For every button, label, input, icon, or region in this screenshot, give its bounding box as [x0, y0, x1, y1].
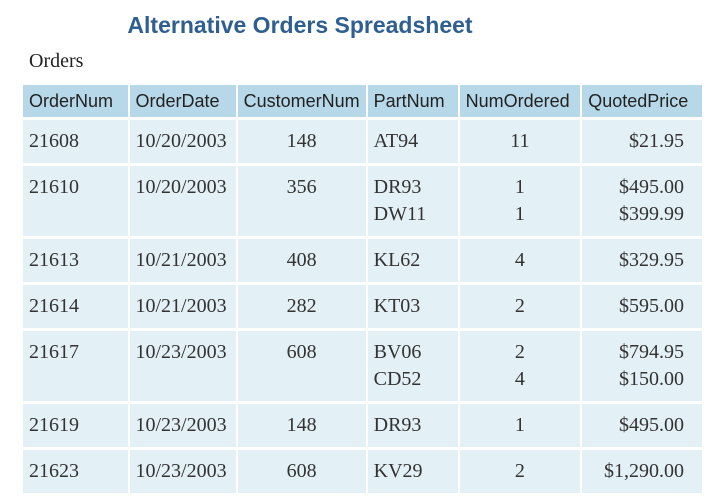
num-ordered-cell: 11	[459, 120, 581, 163]
quoted-price: $399.99	[619, 203, 684, 225]
num-ordered: 2	[514, 341, 525, 363]
num-ordered-cell: 2	[459, 450, 581, 493]
quoted-price-cell: $495.00	[582, 404, 702, 447]
num-ordered: 4	[514, 249, 525, 271]
order-num-cell: 21623	[23, 450, 128, 493]
customer-num-cell: 282	[237, 285, 366, 328]
quoted-price: $150.00	[619, 368, 684, 390]
num-ordered-cell: 2 4	[459, 331, 581, 401]
num-ordered-cell: 4	[459, 239, 581, 282]
part-num-cell: DR93	[367, 404, 458, 447]
quoted-price: $495.00	[619, 176, 684, 198]
quoted-price-cell: $595.00	[582, 285, 702, 328]
order-date-cell: 10/20/2003	[129, 120, 236, 163]
column-header-partnum: PartNum	[367, 85, 458, 117]
num-ordered: 1	[514, 203, 525, 225]
customer-num-cell: 148	[237, 120, 366, 163]
num-ordered-cell: 1 1	[459, 166, 581, 236]
column-header-numordered: NumOrdered	[459, 85, 581, 117]
quoted-price: $1,290.00	[604, 460, 684, 482]
num-ordered-cell: 1	[459, 404, 581, 447]
part-num: AT94	[373, 130, 419, 152]
num-ordered-cell: 2	[459, 285, 581, 328]
order-num-cell: 21608	[23, 120, 128, 163]
order-num-cell: 21619	[23, 404, 128, 447]
table-row: 21617 10/23/2003 608 BV06 CD52 2 4 $794.…	[23, 331, 702, 401]
part-num: KT03	[373, 295, 421, 317]
part-num: CD52	[373, 368, 422, 390]
customer-num-cell: 608	[237, 450, 366, 493]
table-header-row: OrderNum OrderDate CustomerNum PartNum N…	[23, 85, 702, 117]
part-num: KL62	[373, 249, 421, 271]
num-ordered: 4	[514, 368, 525, 390]
quoted-price: $21.95	[629, 130, 684, 152]
quoted-price: $329.95	[619, 249, 684, 271]
column-header-orderdate: OrderDate	[129, 85, 236, 117]
part-num-cell: AT94	[367, 120, 458, 163]
num-ordered: 1	[514, 414, 525, 436]
quoted-price-cell: $329.95	[582, 239, 702, 282]
page-title: Alternative Orders Spreadsheet	[127, 12, 473, 38]
orders-table: OrderNum OrderDate CustomerNum PartNum N…	[21, 82, 704, 496]
order-date-cell: 10/23/2003	[129, 331, 236, 401]
part-num-cell: DR93 DW11	[367, 166, 458, 236]
table-row: 21608 10/20/2003 148 AT94 11 $21.95	[23, 120, 702, 163]
quoted-price-cell: $794.95 $150.00	[582, 331, 702, 401]
order-num-cell: 21613	[23, 239, 128, 282]
customer-num-cell: 408	[237, 239, 366, 282]
customer-num-cell: 608	[237, 331, 366, 401]
order-date-cell: 10/21/2003	[129, 239, 236, 282]
column-header-customernum: CustomerNum	[237, 85, 366, 117]
part-num: BV06	[373, 341, 422, 363]
table-row: 21619 10/23/2003 148 DR93 1 $495.00	[23, 404, 702, 447]
table-row: 21610 10/20/2003 356 DR93 DW11 1 1 $495.…	[23, 166, 702, 236]
quoted-price: $595.00	[619, 295, 684, 317]
num-ordered: 1	[514, 176, 525, 198]
num-ordered: 11	[510, 130, 530, 152]
quoted-price-cell: $1,290.00	[582, 450, 702, 493]
quoted-price: $495.00	[619, 414, 684, 436]
part-num: DR93	[373, 414, 422, 436]
part-num: KV29	[373, 460, 423, 482]
quoted-price-cell: $21.95	[582, 120, 702, 163]
num-ordered: 2	[514, 460, 525, 482]
customer-num-cell: 148	[237, 404, 366, 447]
table-row: 21614 10/21/2003 282 KT03 2 $595.00	[23, 285, 702, 328]
num-ordered: 2	[514, 295, 525, 317]
table-caption: Orders	[29, 50, 84, 72]
part-num: DW11	[373, 203, 427, 225]
order-num-cell: 21617	[23, 331, 128, 401]
part-num: DR93	[373, 176, 422, 198]
order-date-cell: 10/20/2003	[129, 166, 236, 236]
order-num-cell: 21614	[23, 285, 128, 328]
column-header-ordernum: OrderNum	[23, 85, 128, 117]
order-num-cell: 21610	[23, 166, 128, 236]
table-row: 21623 10/23/2003 608 KV29 2 $1,290.00	[23, 450, 702, 493]
column-header-quotedprice: QuotedPrice	[582, 85, 702, 117]
order-date-cell: 10/21/2003	[129, 285, 236, 328]
quoted-price: $794.95	[619, 341, 684, 363]
customer-num-cell: 356	[237, 166, 366, 236]
part-num-cell: BV06 CD52	[367, 331, 458, 401]
order-date-cell: 10/23/2003	[129, 450, 236, 493]
order-date-cell: 10/23/2003	[129, 404, 236, 447]
quoted-price-cell: $495.00 $399.99	[582, 166, 702, 236]
table-row: 21613 10/21/2003 408 KL62 4 $329.95	[23, 239, 702, 282]
part-num-cell: KV29	[367, 450, 458, 493]
part-num-cell: KT03	[367, 285, 458, 328]
part-num-cell: KL62	[367, 239, 458, 282]
